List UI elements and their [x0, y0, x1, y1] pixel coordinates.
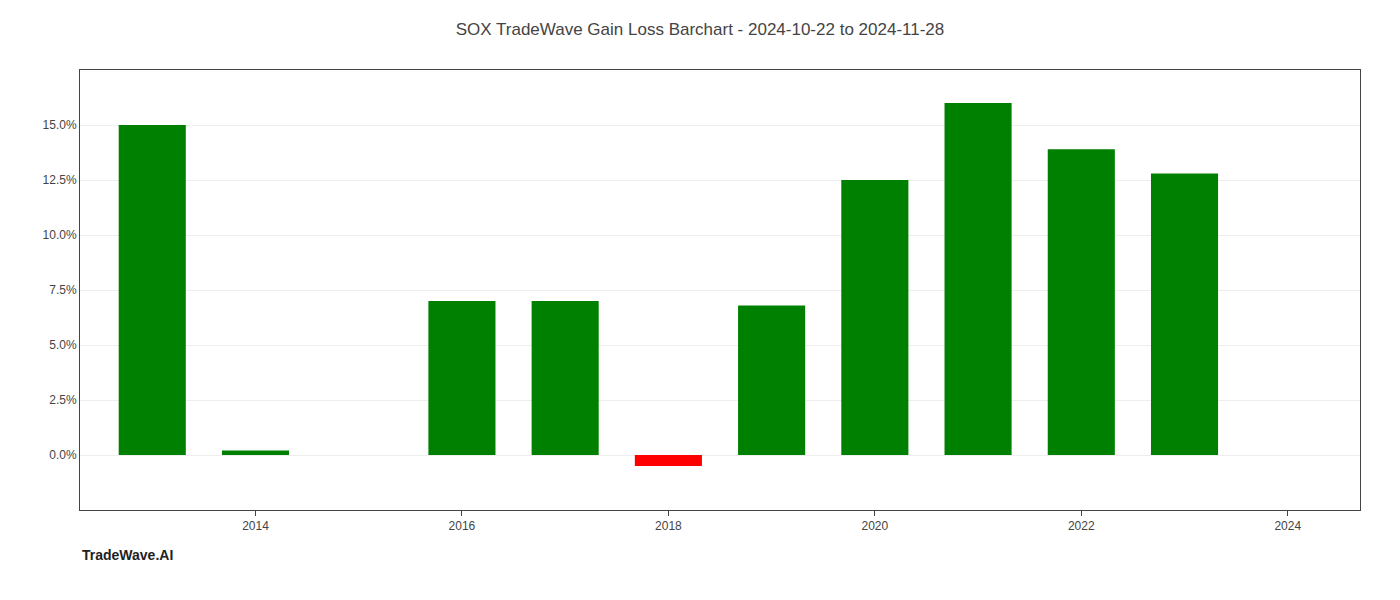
svg-text:2022: 2022	[1068, 519, 1095, 533]
svg-text:2.5%: 2.5%	[49, 393, 77, 407]
svg-text:12.5%: 12.5%	[43, 173, 77, 187]
svg-text:2016: 2016	[449, 519, 476, 533]
svg-text:2018: 2018	[655, 519, 682, 533]
svg-text:0.0%: 0.0%	[49, 448, 77, 462]
svg-text:7.5%: 7.5%	[49, 283, 77, 297]
svg-text:10.0%: 10.0%	[43, 228, 77, 242]
svg-text:SOX TradeWave Gain Loss Barcha: SOX TradeWave Gain Loss Barchart - 2024-…	[456, 20, 945, 39]
svg-text:2024: 2024	[1274, 519, 1301, 533]
svg-text:2020: 2020	[861, 519, 888, 533]
svg-text:15.0%: 15.0%	[43, 118, 77, 132]
svg-text:TradeWave.AI: TradeWave.AI	[82, 547, 173, 563]
svg-text:5.0%: 5.0%	[49, 338, 77, 352]
svg-text:2014: 2014	[242, 519, 269, 533]
